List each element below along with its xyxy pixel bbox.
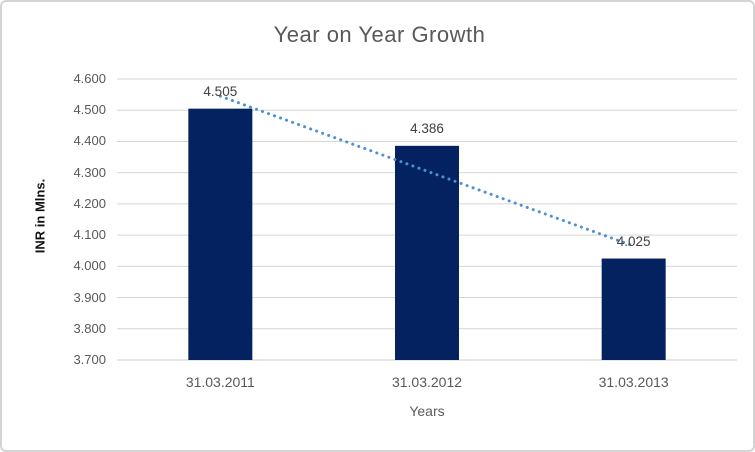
y-tick-label: 3.900: [73, 289, 106, 305]
y-tick-label: 4.300: [73, 164, 106, 180]
y-tick-label: 3.700: [73, 352, 106, 367]
bar: [601, 258, 666, 360]
y-tick-label: 4.200: [73, 195, 106, 211]
chart-title: Year on Year Growth: [273, 22, 486, 47]
x-tick-label: 31.03.2012: [391, 374, 463, 390]
bar: [188, 108, 253, 361]
y-tick-label: 4.600: [73, 71, 106, 86]
trendline: [218, 94, 636, 248]
x-tick-label: 31.03.2011: [185, 374, 255, 390]
y-tick-label: 4.400: [73, 133, 106, 149]
y-tick-label: 4.500: [73, 102, 106, 118]
x-axis-title: Years: [409, 403, 445, 419]
x-tick-label: 31.03.2013: [598, 374, 669, 390]
y-tick-label: 4.000: [73, 258, 106, 274]
bar-value-label: 4.505: [203, 83, 238, 99]
y-tick-label: 3.800: [73, 320, 106, 336]
bar-value-label: 4.386: [410, 120, 444, 136]
bar-value-label: 4.025: [616, 233, 651, 249]
y-tick-label: 4.100: [73, 227, 106, 243]
bar: [395, 145, 459, 360]
